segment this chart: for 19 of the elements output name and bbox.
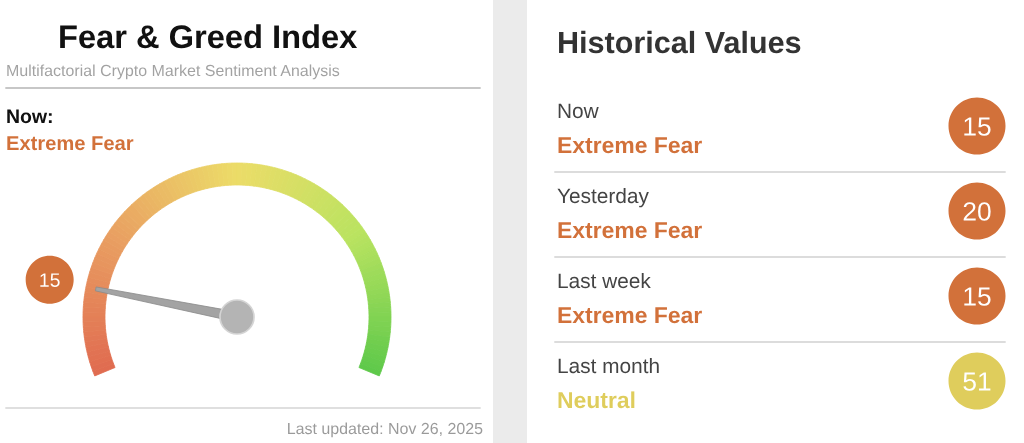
text: Neutral bbox=[558, 391, 635, 409]
text: Last month bbox=[558, 357, 659, 374]
text: Historical Values bbox=[559, 30, 801, 54]
text: Last updated: Nov 26, 2025 bbox=[288, 422, 483, 438]
text: Now bbox=[558, 103, 599, 119]
text: Extreme Fear bbox=[558, 137, 702, 154]
text: Fear & Greed Index bbox=[60, 24, 358, 49]
text: Extreme Fear bbox=[558, 222, 702, 239]
text: 15 bbox=[40, 273, 60, 287]
text: Yesterday bbox=[557, 187, 649, 208]
data-label: 15 bbox=[964, 117, 991, 136]
text: 51 bbox=[963, 372, 991, 391]
text: 15 bbox=[964, 287, 991, 306]
text: Now: bbox=[7, 109, 52, 124]
text: 20 bbox=[963, 202, 991, 221]
text: Extreme Fear bbox=[7, 136, 134, 151]
text: Last week bbox=[558, 272, 651, 289]
text: Extreme Fear bbox=[558, 307, 702, 324]
text: Multifactorial Crypto Market Sentiment Analysis bbox=[7, 64, 340, 80]
